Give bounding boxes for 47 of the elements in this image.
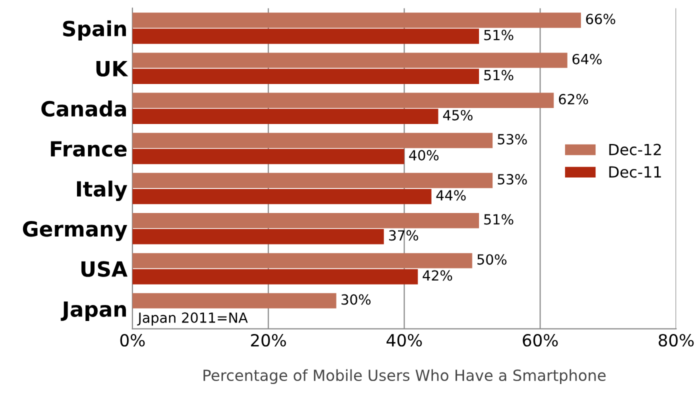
x-tick-label: 40% xyxy=(386,334,422,347)
bar xyxy=(132,28,480,44)
data-label: 51% xyxy=(484,30,514,40)
data-label: 45% xyxy=(443,110,473,120)
y-tick-label: Germany xyxy=(22,220,128,241)
y-tick-label: Italy xyxy=(76,180,128,201)
data-label: 50% xyxy=(477,254,506,265)
legend-label: Dec-11 xyxy=(609,166,661,178)
bar xyxy=(132,132,493,148)
data-label: 53% xyxy=(498,174,527,185)
bar xyxy=(132,188,432,204)
data-label: 53% xyxy=(498,134,527,144)
bar xyxy=(132,269,418,284)
x-axis-title: Percentage of Mobile Users Who Have a Smartphone xyxy=(204,369,606,384)
y-tick-label: Spain xyxy=(63,20,126,41)
bar xyxy=(132,293,336,308)
legend-label: Dec-12 xyxy=(609,144,661,156)
x-tick-label: 20% xyxy=(251,334,286,347)
bar xyxy=(132,68,480,84)
data-label: 51% xyxy=(484,214,514,225)
y-tick-label: Japan xyxy=(60,301,126,322)
bar xyxy=(132,253,472,268)
data-label: 64% xyxy=(572,54,602,64)
data-label: 42% xyxy=(422,270,452,281)
data-label: 66% xyxy=(586,14,616,24)
data-label: 40% xyxy=(409,150,439,161)
y-tick-label: UK xyxy=(96,61,128,77)
bar xyxy=(132,92,554,108)
bar xyxy=(132,108,438,124)
data-label: 44% xyxy=(436,190,466,201)
data-label: 30% xyxy=(342,294,371,305)
data-label: 51% xyxy=(484,70,514,80)
bar xyxy=(132,12,581,28)
bar xyxy=(132,229,384,244)
x-tick-label: 80% xyxy=(658,334,694,347)
x-tick-label: 0% xyxy=(120,334,145,347)
bar xyxy=(132,52,568,68)
y-tick-label: France xyxy=(50,141,127,157)
data-label: 62% xyxy=(558,94,588,104)
x-tick-label: 60% xyxy=(522,334,558,347)
annotation: Japan 2011=NA xyxy=(137,312,248,326)
bar xyxy=(132,148,404,164)
y-tick-label: Canada xyxy=(41,100,126,117)
y-tick-label: USA xyxy=(81,261,128,277)
bar xyxy=(132,172,493,188)
data-label: 37% xyxy=(389,230,418,241)
bar xyxy=(132,212,480,228)
